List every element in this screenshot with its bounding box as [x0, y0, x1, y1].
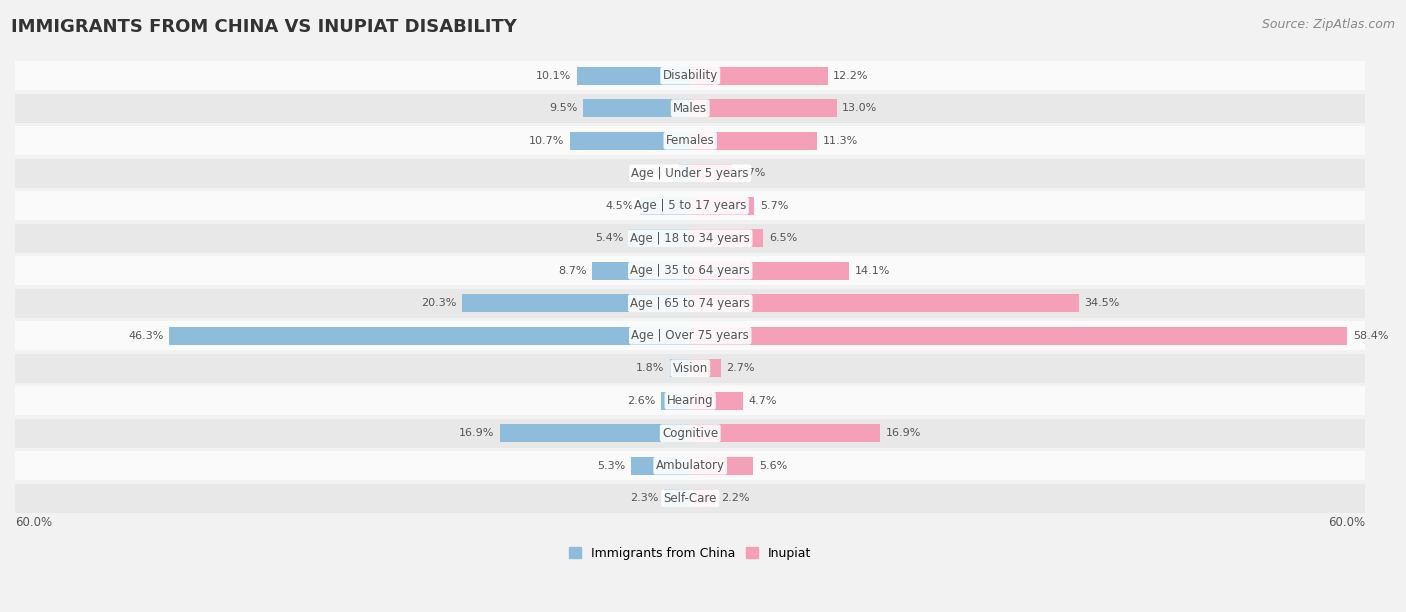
Text: 11.3%: 11.3%	[823, 136, 858, 146]
Bar	[690, 294, 1078, 312]
Text: Source: ZipAtlas.com: Source: ZipAtlas.com	[1261, 18, 1395, 31]
Bar	[690, 359, 721, 377]
Bar	[690, 489, 716, 507]
Text: Vision: Vision	[672, 362, 707, 375]
Text: 20.3%: 20.3%	[420, 298, 456, 308]
Text: 58.4%: 58.4%	[1353, 330, 1389, 341]
Bar	[0, 256, 1406, 285]
Text: Hearing: Hearing	[666, 394, 714, 407]
Text: Age | Over 75 years: Age | Over 75 years	[631, 329, 749, 342]
Text: 2.2%: 2.2%	[721, 493, 749, 503]
Text: 2.6%: 2.6%	[627, 396, 655, 406]
Text: Age | Under 5 years: Age | Under 5 years	[631, 166, 749, 180]
Text: 6.5%: 6.5%	[769, 233, 797, 243]
Text: 2.3%: 2.3%	[630, 493, 659, 503]
Bar	[0, 94, 1406, 123]
Text: 3.7%: 3.7%	[738, 168, 766, 178]
Text: 2.7%: 2.7%	[727, 364, 755, 373]
Text: Age | 65 to 74 years: Age | 65 to 74 years	[630, 297, 751, 310]
Bar	[0, 386, 1406, 416]
Bar	[671, 359, 690, 377]
Bar	[690, 164, 733, 182]
Bar	[501, 424, 690, 442]
Bar	[690, 327, 1347, 345]
Bar	[690, 197, 755, 215]
Legend: Immigrants from China, Inupiat: Immigrants from China, Inupiat	[564, 542, 817, 565]
Bar	[0, 159, 1406, 188]
Bar	[0, 191, 1406, 220]
Text: 4.7%: 4.7%	[749, 396, 778, 406]
Text: IMMIGRANTS FROM CHINA VS INUPIAT DISABILITY: IMMIGRANTS FROM CHINA VS INUPIAT DISABIL…	[11, 18, 517, 36]
Text: 34.5%: 34.5%	[1084, 298, 1119, 308]
Text: Cognitive: Cognitive	[662, 427, 718, 440]
Bar	[679, 164, 690, 182]
Text: Males: Males	[673, 102, 707, 114]
Bar	[0, 289, 1406, 318]
Text: 1.8%: 1.8%	[636, 364, 665, 373]
Bar	[0, 419, 1406, 448]
Text: 10.1%: 10.1%	[536, 71, 571, 81]
Text: 9.5%: 9.5%	[550, 103, 578, 113]
Bar	[630, 230, 690, 247]
Bar	[690, 67, 828, 84]
Bar	[0, 321, 1406, 350]
Bar	[690, 457, 754, 475]
Bar	[569, 132, 690, 150]
Bar	[169, 327, 690, 345]
Bar	[690, 392, 744, 409]
Bar	[661, 392, 690, 409]
Bar	[640, 197, 690, 215]
Text: 5.6%: 5.6%	[759, 461, 787, 471]
Text: 13.0%: 13.0%	[842, 103, 877, 113]
Bar	[690, 424, 880, 442]
Text: 5.3%: 5.3%	[596, 461, 626, 471]
Text: Females: Females	[666, 134, 714, 147]
Text: 4.5%: 4.5%	[606, 201, 634, 211]
Text: 60.0%: 60.0%	[15, 516, 52, 529]
Text: 0.96%: 0.96%	[638, 168, 673, 178]
Bar	[0, 354, 1406, 383]
Text: 8.7%: 8.7%	[558, 266, 586, 276]
Text: 10.7%: 10.7%	[529, 136, 564, 146]
Text: 16.9%: 16.9%	[886, 428, 921, 438]
Bar	[631, 457, 690, 475]
Text: 60.0%: 60.0%	[1329, 516, 1365, 529]
Text: 16.9%: 16.9%	[458, 428, 495, 438]
Bar	[0, 451, 1406, 480]
Text: 12.2%: 12.2%	[834, 71, 869, 81]
Bar	[690, 99, 837, 117]
Text: 14.1%: 14.1%	[855, 266, 890, 276]
Text: 5.4%: 5.4%	[596, 233, 624, 243]
Bar	[690, 132, 817, 150]
Text: Age | 18 to 34 years: Age | 18 to 34 years	[630, 232, 751, 245]
Text: Self-Care: Self-Care	[664, 491, 717, 505]
Bar	[592, 262, 690, 280]
Bar	[576, 67, 690, 84]
Text: 46.3%: 46.3%	[128, 330, 163, 341]
Text: Disability: Disability	[662, 69, 718, 82]
Text: 5.7%: 5.7%	[761, 201, 789, 211]
Text: Ambulatory: Ambulatory	[655, 459, 724, 472]
Bar	[461, 294, 690, 312]
Text: Age | 5 to 17 years: Age | 5 to 17 years	[634, 200, 747, 212]
Bar	[690, 230, 763, 247]
Bar	[0, 483, 1406, 513]
Bar	[690, 262, 849, 280]
Bar	[0, 223, 1406, 253]
Bar	[0, 126, 1406, 155]
Text: Age | 35 to 64 years: Age | 35 to 64 years	[630, 264, 751, 277]
Bar	[583, 99, 690, 117]
Bar	[665, 489, 690, 507]
Bar	[0, 61, 1406, 91]
